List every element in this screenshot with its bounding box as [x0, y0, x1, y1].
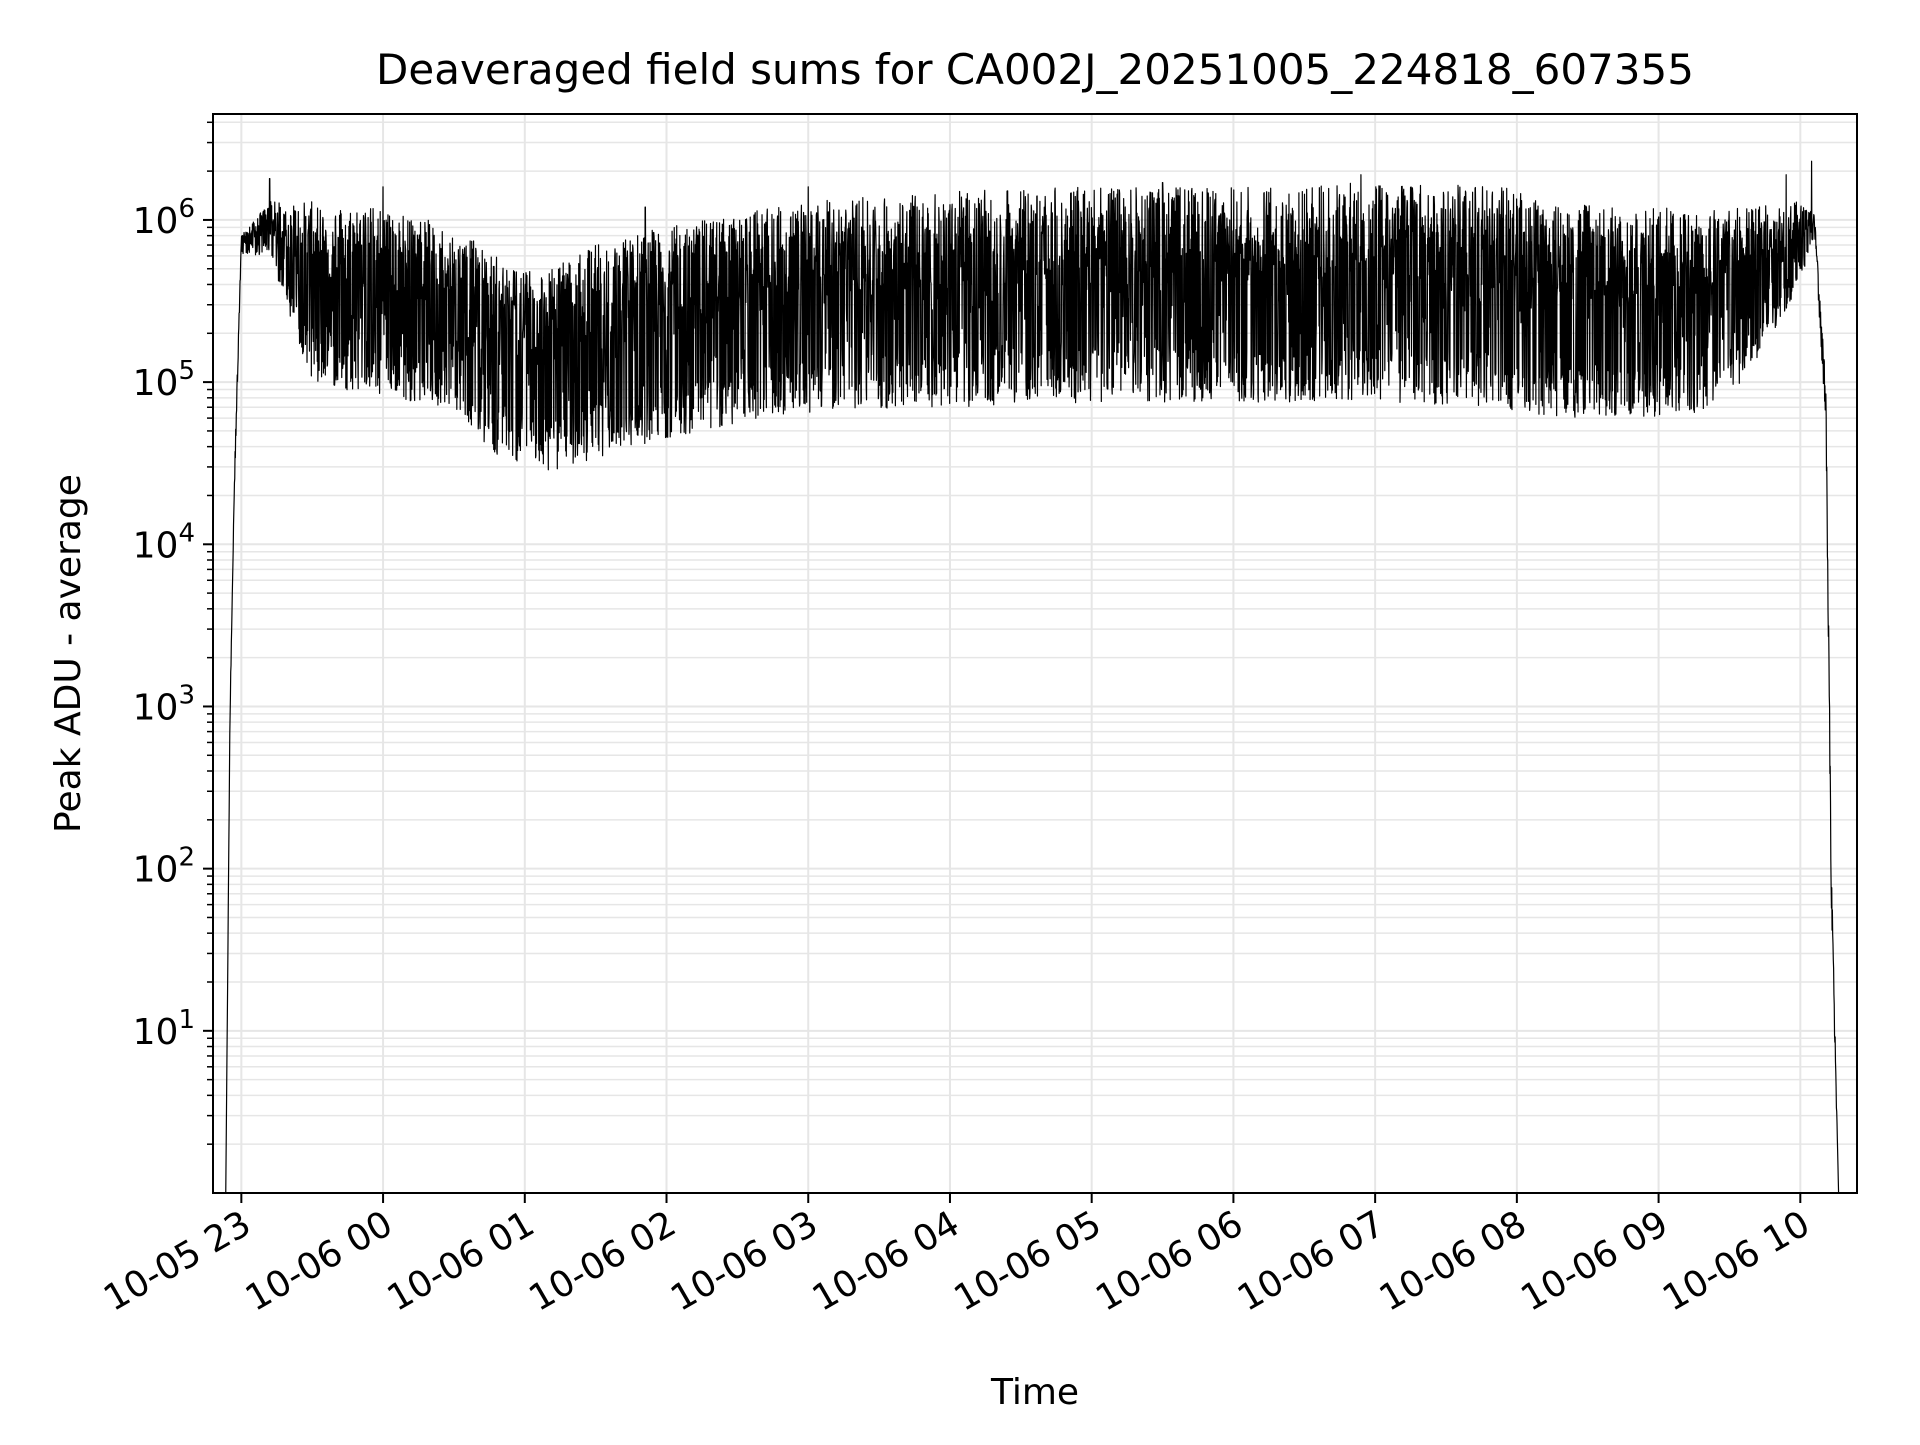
- series-line: [225, 160, 1840, 1194]
- y-tick-label: 104: [133, 518, 195, 566]
- y-tick-label-exponent: 3: [178, 680, 195, 710]
- y-tick-label-exponent: 4: [178, 518, 195, 548]
- y-axis-label: Peak ADU - average: [48, 474, 89, 833]
- tick-layer: [203, 121, 1802, 1203]
- y-tick-label-base: 10: [133, 850, 179, 891]
- plot-frame: [212, 113, 1858, 1194]
- y-tick-label-base: 10: [133, 525, 179, 566]
- y-tick-label: 105: [133, 356, 195, 404]
- y-tick-label-base: 10: [133, 363, 179, 404]
- x-axis-label: Time: [990, 1372, 1079, 1413]
- y-tick-label: 102: [133, 843, 195, 891]
- chart-title: Deaveraged field sums for CA002J_2025100…: [376, 45, 1694, 94]
- y-tick-label: 106: [133, 194, 195, 242]
- y-tick-label-exponent: 1: [178, 1005, 195, 1035]
- y-tick-label: 101: [133, 1005, 195, 1053]
- y-tick-label-base: 10: [133, 201, 179, 242]
- y-tick-label-base: 10: [133, 687, 179, 728]
- y-tick-label-exponent: 5: [178, 356, 195, 386]
- data-layer: [225, 160, 1840, 1194]
- y-tick-label-base: 10: [133, 1012, 179, 1053]
- y-tick-label-exponent: 6: [178, 194, 195, 224]
- y-tick-label-exponent: 2: [178, 843, 195, 873]
- y-tick-label: 103: [133, 680, 195, 728]
